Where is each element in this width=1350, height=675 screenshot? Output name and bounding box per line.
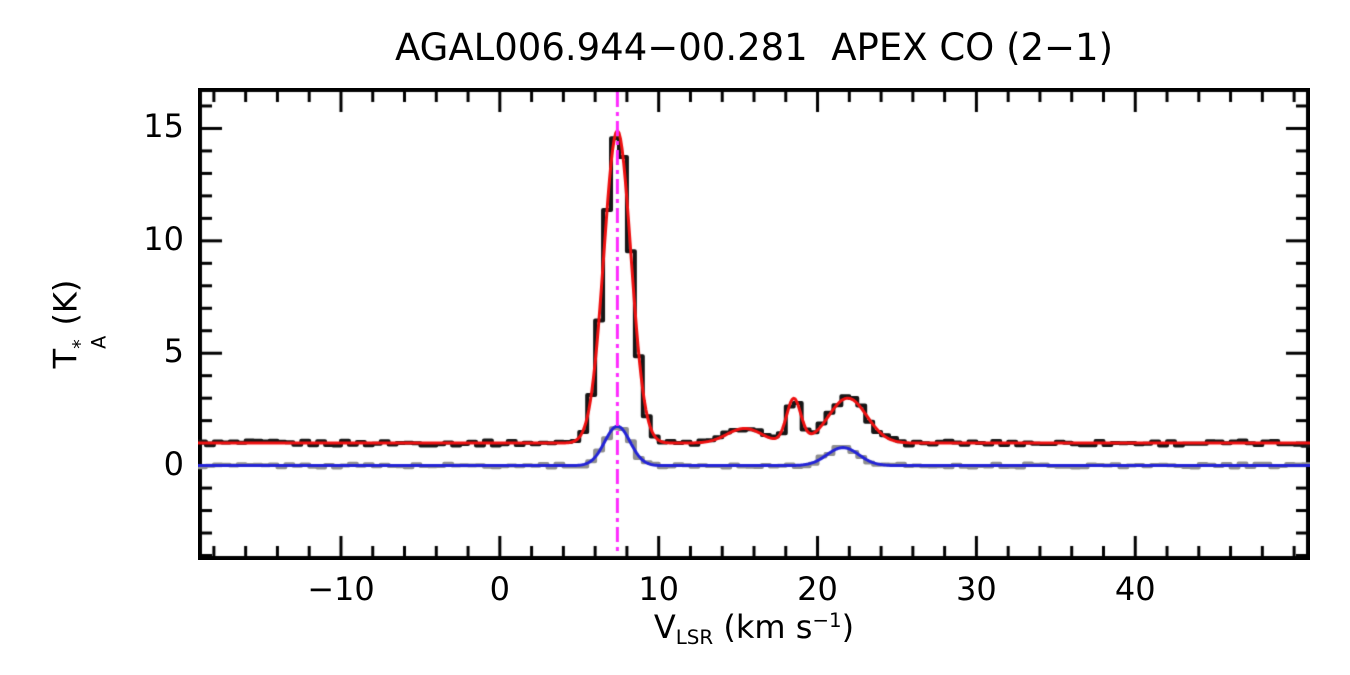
x-label-unit-post: ) (841, 608, 855, 646)
y-tick-label: 5 (163, 332, 184, 371)
x-label-sup: −1 (812, 609, 842, 633)
x-tick-label: 30 (956, 570, 997, 608)
x-label-sub: LSR (675, 625, 714, 649)
x-tick-label: 40 (1114, 570, 1156, 608)
y-label-symbol: T (46, 348, 85, 369)
y-tick-label: 0 (163, 444, 184, 483)
plot-area (198, 88, 1310, 560)
y-tick-label: 15 (143, 107, 184, 146)
plot-title: AGAL006.944−00.281 APEX CO (2−1) (394, 26, 1114, 69)
x-tick-label: 20 (797, 570, 838, 608)
x-label-unit-pre: (km s (713, 608, 813, 646)
x-label-symbol: V (653, 608, 676, 646)
x-axis-label: VLSR (km s−1) (198, 608, 1310, 649)
spectrum-canvas (198, 88, 1310, 560)
x-tick-label: −10 (307, 570, 375, 608)
y-label-unit: (K) (46, 279, 85, 336)
x-tick-label: 0 (489, 570, 510, 608)
x-tick-label: 10 (638, 570, 680, 608)
y-tick-label: 10 (143, 219, 184, 258)
